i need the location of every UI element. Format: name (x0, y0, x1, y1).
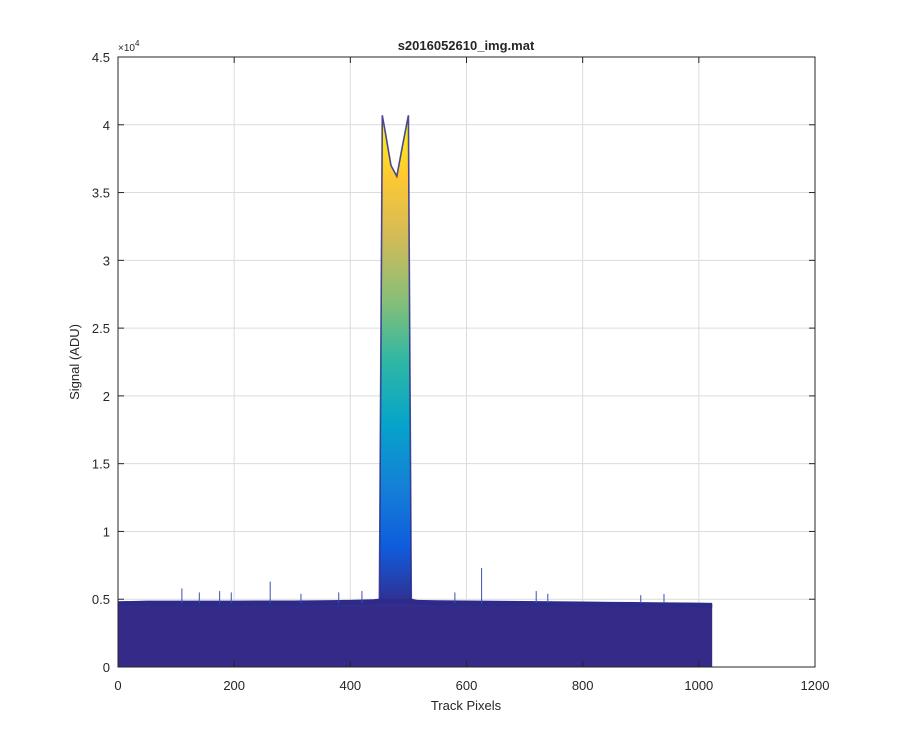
x-axis-ticks: 0 200 400 600 800 1000 1200 (114, 57, 829, 693)
x-tick-label: 0 (114, 678, 121, 693)
noise-band (118, 598, 713, 608)
y-tick-label: 1 (103, 524, 110, 539)
chart-marks (117, 115, 713, 668)
plot-area: 0 200 400 600 800 1000 1200 0 0.5 1 1.5 2 2.5 3 3.5 4 4… (92, 50, 830, 693)
chart-title: s2016052610_img.mat (398, 38, 535, 53)
y-tick-label: 0.5 (92, 592, 110, 607)
x-tick-label: 1000 (684, 678, 713, 693)
y-tick-label: 4.5 (92, 50, 110, 65)
y-axis-label: Signal (ADU) (67, 324, 82, 400)
y-tick-label: 3.5 (92, 186, 110, 201)
y-exponent-label: ×104 (118, 39, 140, 54)
x-tick-label: 200 (223, 678, 245, 693)
y-tick-label: 2 (103, 389, 110, 404)
y-tick-label: 4 (103, 118, 110, 133)
grid-lines (118, 57, 815, 667)
x-axis-label: Track Pixels (431, 698, 502, 713)
x-tick-label: 800 (572, 678, 594, 693)
y-tick-label: 1.5 (92, 457, 110, 472)
y-axis-ticks: 0 0.5 1 1.5 2 2.5 3 3.5 4 4.5 (92, 50, 815, 675)
y-tick-label: 3 (103, 253, 110, 268)
x-tick-label: 400 (339, 678, 361, 693)
signal-area (118, 115, 713, 668)
y-tick-label: 2.5 (92, 321, 110, 336)
x-tick-label: 600 (456, 678, 478, 693)
y-tick-label: 0 (103, 660, 110, 675)
x-tick-label: 1200 (801, 678, 830, 693)
